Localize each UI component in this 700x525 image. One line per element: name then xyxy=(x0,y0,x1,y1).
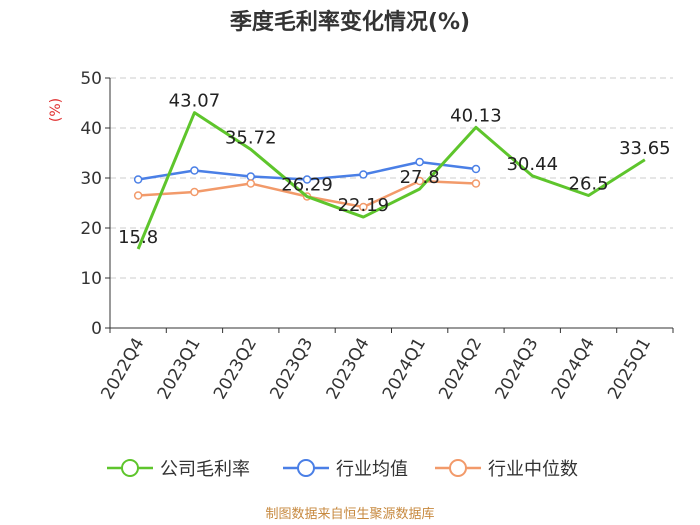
legend[interactable]: 公司毛利率 行业均值 行业中位数 xyxy=(107,459,578,480)
data-label: 22.19 xyxy=(338,195,390,216)
grid-lines xyxy=(110,77,673,279)
source-note: 制图数据来自恒生聚源数据库 xyxy=(265,506,434,522)
chart-title: 季度毛利率变化情况(%) xyxy=(230,9,470,35)
series-point-1 xyxy=(190,166,199,175)
axes: 0 10 20 30 40 50 2022Q4 2023Q1 2023Q2 2023Q3 2023Q… xyxy=(80,69,674,403)
data-label: 35.72 xyxy=(225,127,277,148)
x-tick-label: 2022Q4 xyxy=(97,335,148,403)
legend-marker xyxy=(121,459,139,477)
series-point-1 xyxy=(471,164,481,174)
data-label: 26.29 xyxy=(281,175,333,196)
y-tick-label: 10 xyxy=(80,269,102,289)
x-tick-label: 2024Q4 xyxy=(548,335,599,403)
x-tick-label: 2023Q1 xyxy=(154,335,205,403)
legend-item-0[interactable]: 公司毛利率 xyxy=(107,459,250,480)
legend-marker xyxy=(449,459,467,477)
data-label: 27.8 xyxy=(400,167,440,188)
series-point-2 xyxy=(415,176,424,186)
data-label: 40.13 xyxy=(450,105,502,126)
legend-label: 行业均值 xyxy=(336,459,408,480)
data-label: 33.65 xyxy=(619,138,671,159)
x-tick-label: 2023Q2 xyxy=(210,335,261,403)
series-point-2 xyxy=(471,179,481,188)
x-tick-label: 2023Q4 xyxy=(323,335,374,403)
x-tick-label: 2023Q3 xyxy=(266,335,317,403)
series-point-1 xyxy=(133,175,143,184)
series-point-2 xyxy=(359,202,368,212)
x-tick-label: 2025Q1 xyxy=(604,335,655,403)
legend-item-2[interactable]: 行业中位数 xyxy=(435,459,578,480)
data-label: 30.44 xyxy=(506,154,558,175)
x-tick-label: 2024Q2 xyxy=(435,335,486,403)
data-label: 26.5 xyxy=(569,174,609,195)
x-tick-label: 2024Q3 xyxy=(492,335,543,403)
series-point-1 xyxy=(246,172,255,181)
legend-label: 行业中位数 xyxy=(488,459,578,480)
series-point-1 xyxy=(359,170,368,179)
series-point-1 xyxy=(302,175,312,184)
series-point-1 xyxy=(415,157,424,167)
legend-marker xyxy=(297,459,315,477)
series-point-2 xyxy=(246,179,255,188)
y-axis-unit: (%) xyxy=(48,98,64,122)
x-tick-label: 2024Q1 xyxy=(379,335,430,403)
y-tick-label: 30 xyxy=(80,169,102,189)
y-tick-label: 50 xyxy=(80,69,102,89)
legend-item-1[interactable]: 行业均值 xyxy=(283,459,408,480)
series-line-0 xyxy=(136,111,646,250)
y-tick-label: 20 xyxy=(80,219,102,239)
series-lines xyxy=(133,111,646,250)
y-tick-label: 0 xyxy=(91,319,102,339)
data-label: 43.07 xyxy=(169,91,221,112)
series-point-2 xyxy=(133,191,143,200)
legend-label: 公司毛利率 xyxy=(160,459,250,480)
y-tick-label: 40 xyxy=(80,119,102,139)
data-label: 15.8 xyxy=(118,227,158,248)
series-point-2 xyxy=(190,187,199,197)
